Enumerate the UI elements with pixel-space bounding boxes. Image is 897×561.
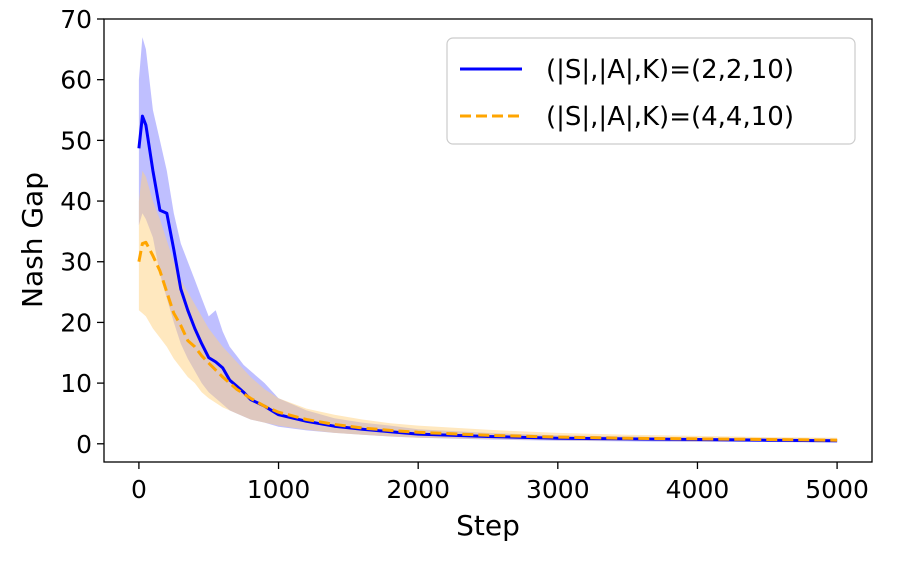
y-tick-label: 30 [60,248,92,277]
legend-label-series-2: (|S|,|A|,K)=(4,4,10) [546,102,794,132]
series-line-1 [137,114,838,443]
confidence-band-series-2 [138,170,838,442]
x-tick-label: 3000 [526,475,590,504]
x-tick-label: 1000 [247,475,311,504]
y-tick-label: 50 [60,126,92,155]
y-tick-label: 70 [60,5,92,34]
legend: (|S|,|A|,K)=(2,2,10) (|S|,|A|,K)=(4,4,10… [446,37,856,145]
x-axis-label: Step [456,509,520,542]
y-axis-ticks: 0 10 20 30 40 50 60 70 [60,5,104,459]
x-tick-label: 0 [131,475,147,504]
series-line-2 [137,240,838,442]
y-axis-label: Nash Gap [16,172,49,308]
y-tick-label: 20 [60,308,92,337]
y-tick-label: 0 [76,430,92,459]
x-axis-ticks: 0 1000 2000 3000 4000 5000 [131,462,869,504]
x-tick-label: 4000 [666,475,730,504]
series-lines [137,114,838,443]
plot-frame [103,18,873,463]
legend-box [446,37,856,145]
x-tick-label: 2000 [386,475,450,504]
y-tick-label: 10 [60,369,92,398]
y-tick-label: 40 [60,187,92,216]
legend-label-series-1: (|S|,|A|,K)=(2,2,10) [546,55,794,85]
y-tick-label: 60 [60,66,92,95]
x-tick-label: 5000 [805,475,869,504]
